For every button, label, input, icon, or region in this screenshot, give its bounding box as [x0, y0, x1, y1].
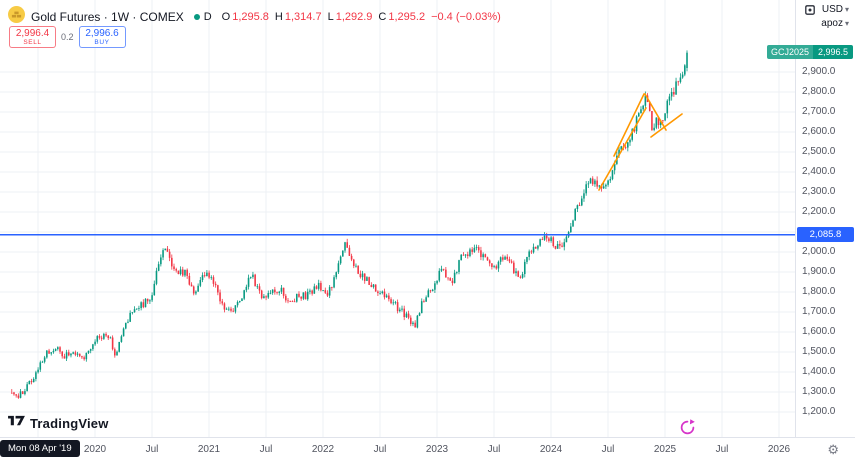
price-tick-label: 2,600.0: [802, 126, 836, 137]
sell-label: SELL: [23, 39, 42, 46]
price-tick-label: 2,800.0: [802, 86, 836, 97]
tradingview-logo-text: TradingView: [30, 415, 109, 431]
sell-button[interactable]: 2,996.4 SELL: [9, 26, 56, 48]
time-tick-label: Jul: [373, 444, 387, 455]
price-tick-label: 1,600.0: [802, 326, 836, 337]
price-tick-label: 2,300.0: [802, 186, 836, 197]
date-tooltip: Mon 08 Apr '19: [0, 440, 80, 457]
open-value: 1,295.8: [232, 11, 269, 23]
screenshot-icon[interactable]: [805, 4, 815, 15]
gear-icon[interactable]: ⚙: [827, 442, 839, 457]
price-tick-label: 1,500.0: [802, 346, 836, 357]
time-tick-label: Jul: [259, 444, 273, 455]
time-tick-label: Jul: [601, 444, 615, 455]
high-label: H: [274, 11, 283, 23]
chevron-down-icon: ▾: [844, 19, 849, 28]
time-tick-label: 2025: [653, 444, 677, 455]
change-value: −0.4 (−0.03%): [431, 11, 501, 23]
symbol-legend[interactable]: Gold Futures · 1W · COMEX D O 1,295.8 H 1,…: [8, 6, 501, 28]
close-value: 1,295.2: [388, 11, 426, 23]
price-tick-label: 2,900.0: [802, 66, 836, 77]
spread-value: 0.2: [61, 32, 74, 42]
sell-price: 2,996.4: [15, 28, 50, 39]
unit-dropdown[interactable]: apoz ▾: [821, 18, 849, 29]
series-marker: D: [203, 11, 212, 23]
time-tick-label: Jul: [145, 444, 159, 455]
level-price-badge[interactable]: 2,085.8: [797, 226, 854, 242]
open-label: O: [221, 11, 231, 23]
time-tick-label: Jul: [715, 444, 729, 455]
high-value: 1,314.7: [284, 11, 322, 23]
trade-panel: 2,996.4 SELL 0.2 2,996.6 BUY: [9, 26, 126, 48]
price-tick-label: 1,800.0: [802, 286, 836, 297]
time-tick-label: 2021: [197, 444, 221, 455]
price-tick-label: 1,700.0: [802, 306, 836, 317]
low-label: L: [327, 11, 334, 23]
price-tick-label: 2,700.0: [802, 106, 836, 117]
chart-plot[interactable]: Gold Futures · 1W · COMEX D O 1,295.8 H 1,…: [0, 0, 795, 437]
close-label: C: [378, 11, 387, 23]
time-axis[interactable]: Mon 08 Apr '19 ⚙ 2020 Jul 2021 Jul 2022 Jul 20…: [0, 437, 855, 465]
buy-price: 2,996.6: [85, 28, 119, 39]
tradingview-logo[interactable]: TradingView: [7, 413, 109, 433]
time-tick-label: 2026: [767, 444, 791, 455]
time-tick-label: 2020: [83, 444, 107, 455]
gold-icon: [8, 6, 25, 28]
price-tick-label: 2,000.0: [802, 246, 836, 257]
last-price-value: 2,996.5: [812, 44, 853, 59]
tradingview-logo-icon: [7, 413, 26, 433]
price-tick-label: 2,400.0: [802, 166, 836, 177]
market-status-dot-icon: [193, 14, 200, 20]
time-tick-label: 2023: [425, 444, 449, 455]
symbol-title[interactable]: Gold Futures · 1W · COMEX: [31, 10, 184, 24]
time-tick-label: Jul: [487, 444, 501, 455]
refresh-icon[interactable]: [679, 419, 696, 441]
price-tick-label: 1,400.0: [802, 366, 836, 377]
buy-label: BUY: [94, 39, 110, 46]
ohlc-values: O 1,295.8 H 1,314.7 L 1,292.9 C 1,295.2 −0.4…: [216, 11, 501, 23]
chevron-down-icon: ▾: [844, 5, 849, 14]
price-tick-label: 1,200.0: [802, 406, 836, 417]
currency-dropdown[interactable]: USD ▾: [805, 4, 849, 15]
chart-settings-group: USD ▾ apoz ▾: [805, 4, 849, 29]
last-price-badge[interactable]: GCJ2025 2,996.5: [766, 44, 853, 59]
currency-label: USD: [821, 4, 843, 15]
price-tick-label: 2,500.0: [802, 146, 836, 157]
time-tick-label: 2024: [539, 444, 563, 455]
price-tick-label: 1,900.0: [802, 266, 836, 277]
time-tick-label: 2022: [311, 444, 335, 455]
contract-label: GCJ2025: [766, 44, 813, 59]
price-axis[interactable]: GCJ2025 2,996.5 2,085.8 2,900.0 2,800.0 2,…: [766, 0, 855, 437]
unit-label: apoz: [821, 18, 843, 29]
price-tick-label: 1,300.0: [802, 386, 836, 397]
low-value: 1,292.9: [335, 11, 373, 23]
candlestick-chart[interactable]: [0, 0, 795, 437]
buy-button[interactable]: 2,996.6 BUY: [78, 26, 126, 48]
price-tick-label: 2,200.0: [802, 206, 836, 217]
